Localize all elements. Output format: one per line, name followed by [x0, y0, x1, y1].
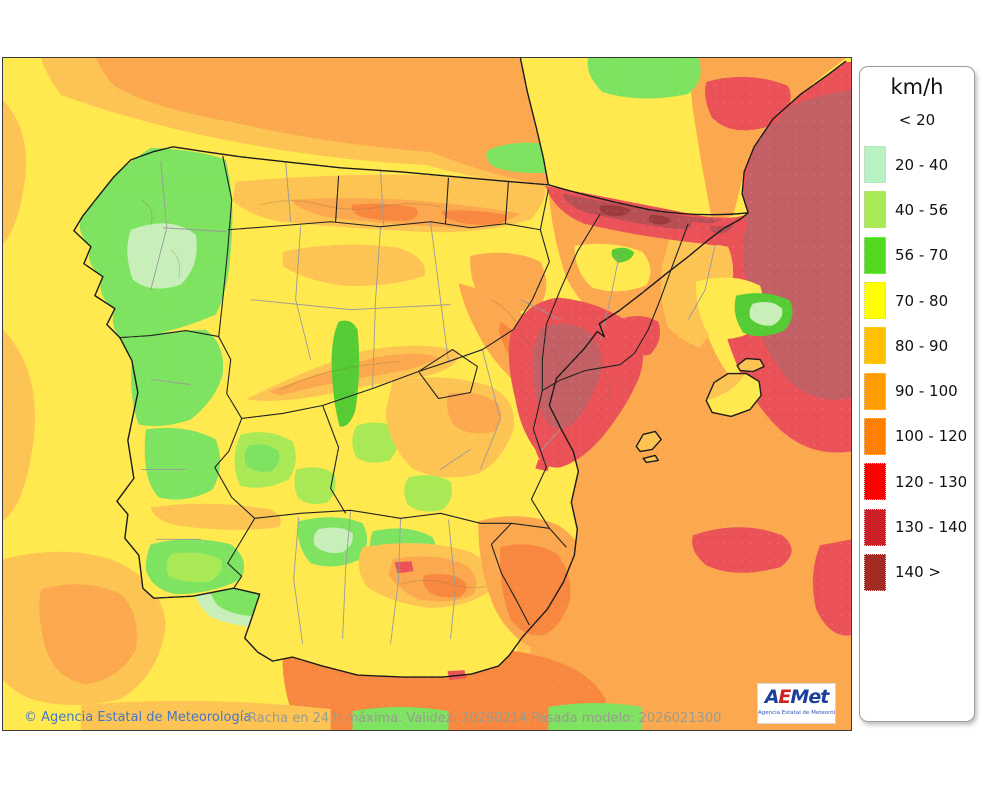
legend-swatch [864, 417, 886, 455]
legend-range-label: 70 - 80 [895, 291, 949, 310]
legend-rows: 20 - 40 40 - 56 56 - 70 70 - 80 80 - 90 … [864, 142, 972, 595]
legend-below-min-label: < 20 [898, 111, 936, 129]
legend-swatch [864, 508, 886, 546]
aemet-logo-wordmark: AEMet [764, 686, 830, 708]
map-info-line: Racha en 24 h máxima. Validez: 20260214 … [248, 711, 722, 726]
legend-range-label: 130 - 140 [895, 518, 968, 537]
legend-range-label: 120 - 130 [895, 472, 968, 491]
legend-swatch [864, 146, 886, 184]
legend-range-label: 20 - 40 [895, 155, 949, 174]
legend-range-label: 90 - 100 [895, 382, 958, 401]
legend-swatch [864, 282, 886, 320]
legend-item: 140 > [864, 550, 972, 595]
stipple-texture [3, 58, 851, 730]
legend-swatch [864, 372, 886, 410]
legend-item: 90 - 100 [864, 368, 972, 413]
legend-item: 70 - 80 [864, 278, 972, 323]
legend-item: 40 - 56 [864, 187, 972, 232]
wind-gust-map [2, 57, 852, 731]
legend-swatch [864, 553, 886, 591]
aemet-logo: AEMet Agencia Estatal de Meteorología [757, 683, 836, 724]
legend-item: 56 - 70 [864, 233, 972, 278]
legend-item: 20 - 40 [864, 142, 972, 187]
legend-range-label: 80 - 90 [895, 336, 949, 355]
legend-range-label: 56 - 70 [895, 246, 949, 265]
legend-swatch [864, 327, 886, 365]
copyright-notice: © Agencia Estatal de Meteorología [24, 710, 252, 725]
spain-wind-map-svg [3, 58, 851, 730]
legend-title: km/h [890, 75, 944, 99]
legend-item: 130 - 140 [864, 504, 972, 549]
legend-swatch [864, 463, 886, 501]
legend-item: 100 - 120 [864, 414, 972, 459]
legend-range-label: 100 - 120 [895, 427, 968, 446]
aemet-logo-caption: Agencia Estatal de Meteorología [758, 710, 836, 716]
legend-swatch [864, 191, 886, 229]
legend-range-label: 40 - 56 [895, 200, 949, 219]
legend-range-label: 140 > [895, 563, 941, 582]
legend-swatch [864, 236, 886, 274]
legend-item: 80 - 90 [864, 323, 972, 368]
legend-item: 120 - 130 [864, 459, 972, 504]
legend-panel: km/h < 20 20 - 40 40 - 56 56 - 70 70 - 8… [859, 66, 975, 722]
